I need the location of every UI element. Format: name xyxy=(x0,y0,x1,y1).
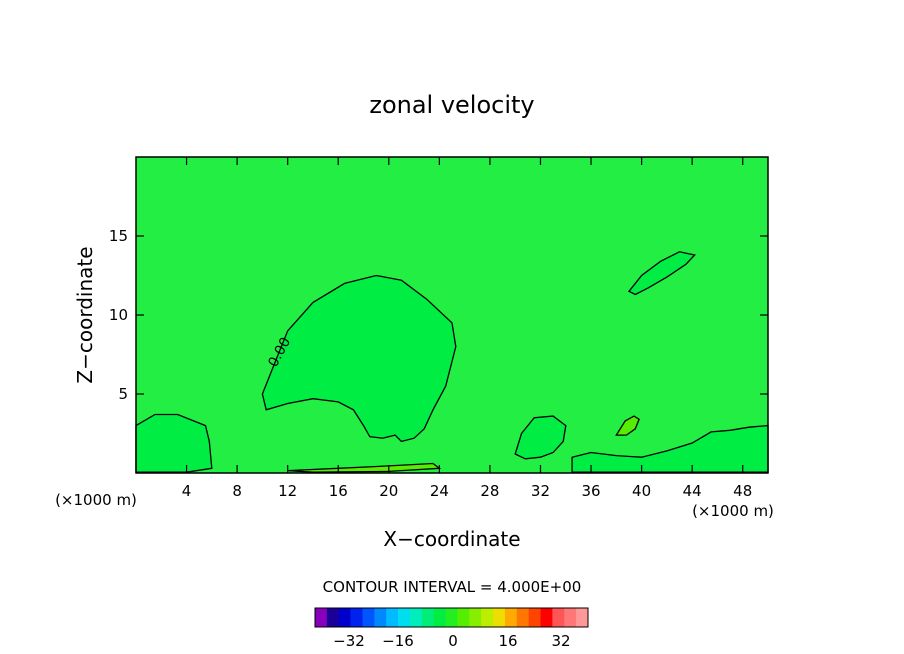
contour-interval-text: CONTOUR INTERVAL = 4.000E+00 xyxy=(323,578,582,596)
colorbar-tick-label: 32 xyxy=(551,632,570,650)
y-tick-label: 15 xyxy=(109,227,128,245)
x-tick-label: 4 xyxy=(182,482,192,500)
colorbar-swatch xyxy=(552,608,565,627)
contour-line-6 xyxy=(287,462,442,473)
x-tick-label: 40 xyxy=(632,482,651,500)
colorbar-swatch xyxy=(528,608,541,627)
colorbar-swatch xyxy=(576,608,589,627)
x-tick-label: 16 xyxy=(329,482,348,500)
x-tick-label: 28 xyxy=(480,482,499,500)
colorbar-swatch xyxy=(374,608,387,627)
x-axis-ticks: 4 8 12 16 20 24 28 32 36 40 44 48 xyxy=(182,157,752,500)
colorbar xyxy=(314,607,589,628)
chart-title: zonal velocity xyxy=(369,91,534,119)
colorbar-swatch xyxy=(421,608,434,627)
lower-stronger-patch xyxy=(616,416,640,436)
colorbar-swatch xyxy=(398,608,411,627)
colorbar-swatch xyxy=(481,608,494,627)
colorbar-swatch xyxy=(338,608,351,627)
contour-line-5 xyxy=(615,415,640,436)
colorbar-swatch xyxy=(469,608,482,627)
colorbar-swatch xyxy=(445,608,458,627)
y-axis-label: Z−coordinate xyxy=(73,246,97,383)
mid-weak-region xyxy=(515,416,566,459)
colorbar-tick-label: 0 xyxy=(448,632,458,650)
colorbar-swatch xyxy=(457,608,470,627)
colorbar-tick-label: 16 xyxy=(498,632,517,650)
colorbar-frame xyxy=(314,607,589,628)
y-tick-label: 5 xyxy=(118,385,128,403)
contour-line-1 xyxy=(135,413,213,473)
x-unit-label-left: (×1000 m) xyxy=(55,491,137,509)
y-axis-ticks: 5 10 15 xyxy=(109,227,768,403)
colorbar-tick-label: −32 xyxy=(333,632,365,650)
colorbar-swatch xyxy=(504,608,518,627)
x-axis-label: X−coordinate xyxy=(383,527,520,551)
contour-regions xyxy=(136,251,768,473)
colorbar-swatch xyxy=(564,608,577,627)
colorbar-swatch xyxy=(433,608,446,627)
x-tick-label: 44 xyxy=(683,482,702,500)
contour-line-0 xyxy=(261,274,457,443)
colorbar-swatch xyxy=(350,608,363,627)
x-tick-label: 24 xyxy=(430,482,449,500)
central-weak-region xyxy=(262,275,456,442)
colorbar-swatch xyxy=(493,608,506,627)
x-tick-label: 20 xyxy=(379,482,398,500)
colorbar-tick-label: −16 xyxy=(382,632,414,650)
x-unit-label-right: (×1000 m) xyxy=(692,502,774,520)
upper-right-weak-region xyxy=(629,251,695,295)
left-weak-region xyxy=(136,414,212,473)
colorbar-labels: −32 −16 0 16 32 xyxy=(333,632,570,650)
contour-line-2 xyxy=(627,251,696,296)
right-weak-band xyxy=(572,425,768,473)
contour-line-3 xyxy=(514,415,567,460)
colorbar-swatch xyxy=(315,608,328,627)
plot-area xyxy=(136,157,768,473)
colorbar-swatch xyxy=(516,608,529,627)
colorbar-swatch xyxy=(409,608,423,627)
colorbar-swatch xyxy=(540,608,553,627)
colorbar-swatch xyxy=(326,608,340,627)
x-tick-label: 32 xyxy=(531,482,550,500)
colorbar-swatch xyxy=(362,608,375,627)
colorbar-swatch xyxy=(386,608,399,627)
x-tick-label: 36 xyxy=(581,482,600,500)
y-tick-label: 10 xyxy=(109,306,128,324)
x-tick-label: 8 xyxy=(232,482,242,500)
x-tick-label: 48 xyxy=(733,482,752,500)
x-tick-label: 12 xyxy=(278,482,297,500)
